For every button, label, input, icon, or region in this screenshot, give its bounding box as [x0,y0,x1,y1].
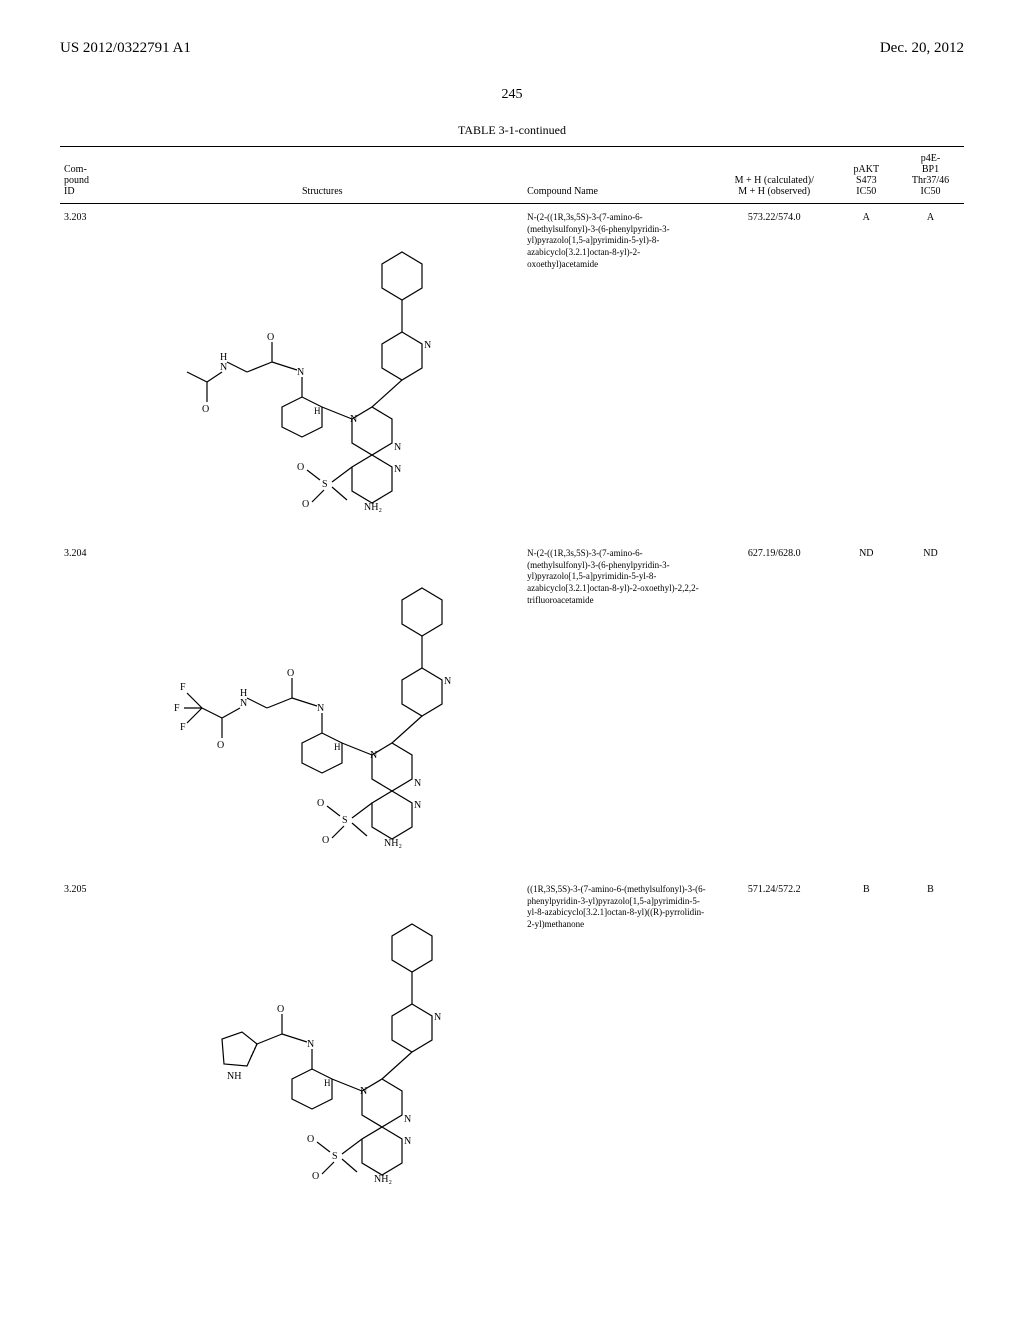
cell-structure: N N N N N [121,540,523,876]
svg-text:F: F [180,682,186,693]
svg-text:O: O [302,499,309,510]
col-header-mass: M + H (calculated)/M + H (observed) [713,147,836,204]
svg-text:N: N [350,414,357,425]
molecule-icon: N N N N N [172,904,472,1184]
compound-table: Com-poundID Structures Compound Name M +… [60,146,964,1212]
col-header-ic50a: pAKTS473IC50 [836,147,897,204]
svg-text:N: N [370,750,377,761]
table-row: 3.204 N N N N [60,540,964,876]
svg-text:S: S [322,479,328,490]
col-header-id: Com-poundID [60,147,121,204]
structure-wrapper: N N N N N [125,884,519,1204]
table-row: 3.205 N N N N [60,876,964,1212]
cell-name: N-(2-((1R,3s,5S)-3-(7-amino-6-(methylsul… [523,540,713,876]
svg-text:N: N [394,442,401,453]
col-header-name: Compound Name [523,147,713,204]
cell-ic50b: A [897,204,964,541]
table-header-row: Com-poundID Structures Compound Name M +… [60,147,964,204]
page-number: 245 [60,87,964,103]
svg-text:N: N [414,778,421,789]
svg-text:N: N [424,340,431,351]
svg-text:S: S [342,815,348,826]
svg-text:F: F [180,722,186,733]
svg-text:NH₂: NH₂ [364,502,382,512]
svg-text:H: H [334,742,341,752]
svg-text:O: O [297,462,304,473]
svg-text:N: N [240,698,247,709]
svg-text:N: N [434,1012,441,1023]
svg-text:H: H [324,1078,331,1088]
col-header-ic50b: p4E-BP1Thr37/46IC50 [897,147,964,204]
cell-ic50a: A [836,204,897,541]
cell-ic50a: B [836,876,897,1212]
col-header-structure: Structures [121,147,523,204]
structure-wrapper: N N N N N [125,212,519,532]
cell-id: 3.203 [60,204,121,541]
svg-text:N: N [317,703,324,714]
cell-id: 3.204 [60,540,121,876]
page-header: US 2012/0322791 A1 Dec. 20, 2012 [60,40,964,57]
svg-text:NH₂: NH₂ [384,838,402,848]
svg-text:O: O [312,1171,319,1182]
svg-text:O: O [317,798,324,809]
svg-text:N: N [394,464,401,475]
compound-name-text: N-(2-((1R,3s,5S)-3-(7-amino-6-(methylsul… [527,212,709,270]
svg-text:O: O [267,332,274,343]
publication-number: US 2012/0322791 A1 [60,40,191,57]
cell-mass: 571.24/572.2 [713,876,836,1212]
cell-ic50a: ND [836,540,897,876]
table-row: 3.203 N N N N [60,204,964,541]
compound-name-text: N-(2-((1R,3s,5S)-3-(7-amino-6-(methylsul… [527,548,709,606]
svg-text:N: N [297,367,304,378]
cell-ic50b: B [897,876,964,1212]
cell-id: 3.205 [60,876,121,1212]
svg-text:F: F [174,703,180,714]
structure-wrapper: N N N N N [125,548,519,868]
svg-text:O: O [322,835,329,846]
svg-text:N: N [444,676,451,687]
svg-text:O: O [287,668,294,679]
svg-text:N: N [404,1136,411,1147]
cell-name: ((1R,3S,5S)-3-(7-amino-6-(methylsulfonyl… [523,876,713,1212]
table-caption: TABLE 3-1-continued [60,123,964,138]
svg-text:H: H [314,406,321,416]
cell-structure: N N N N N [121,204,523,541]
cell-ic50b: ND [897,540,964,876]
cell-mass: 573.22/574.0 [713,204,836,541]
svg-text:O: O [277,1004,284,1015]
cell-name: N-(2-((1R,3s,5S)-3-(7-amino-6-(methylsul… [523,204,713,541]
svg-text:N: N [404,1114,411,1125]
publication-date: Dec. 20, 2012 [880,40,964,57]
svg-text:O: O [307,1134,314,1145]
svg-text:N: N [220,362,227,373]
svg-text:N: N [307,1039,314,1050]
cell-structure: N N N N N [121,876,523,1212]
svg-text:O: O [217,740,224,751]
svg-text:N: N [360,1086,367,1097]
cell-mass: 627.19/628.0 [713,540,836,876]
svg-text:S: S [332,1151,338,1162]
molecule-icon: N N N N N [162,568,482,848]
molecule-icon: N N N N N [172,232,472,512]
svg-text:NH: NH [227,1071,241,1082]
compound-name-text: ((1R,3S,5S)-3-(7-amino-6-(methylsulfonyl… [527,884,709,931]
svg-text:NH₂: NH₂ [374,1174,392,1184]
svg-text:N: N [414,800,421,811]
svg-text:O: O [202,404,209,415]
